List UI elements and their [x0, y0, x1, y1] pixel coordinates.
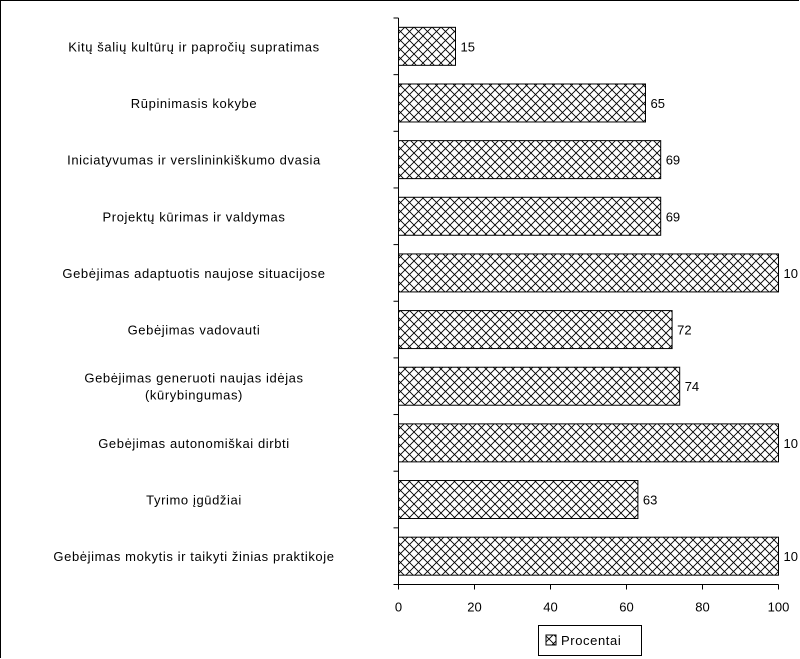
x-tick-label: 0 [395, 600, 402, 615]
value-label: 74 [685, 379, 699, 394]
bar [398, 196, 662, 236]
bars: 15 Kitų šalių kultūrų ir papročių suprati… [53, 26, 798, 576]
category-label: Gebėjimas vadovauti [128, 323, 261, 338]
x-tick-label: 40 [543, 600, 557, 615]
x-tick-label: 100 [768, 600, 790, 615]
value-label: 15 [461, 39, 475, 54]
bar [398, 26, 456, 66]
category-label: Tyrimo įgūdžiai [146, 493, 242, 508]
value-label: 65 [651, 96, 665, 111]
category-label: Rūpinimasis kokybe [131, 96, 257, 111]
value-label: 10 [784, 549, 798, 564]
category-label: Kitų šalių kultūrų ir papročių supratima… [68, 39, 319, 54]
bar [398, 366, 681, 406]
category-label: Gebėjimas generuoti naujas idėjas (kūrybi… [84, 371, 303, 403]
legend-swatch [545, 634, 557, 646]
value-label: 10 [784, 436, 798, 451]
category-label: Gebėjimas adaptuotis naujose situacijose [62, 266, 325, 281]
x-tick-label: 80 [695, 600, 709, 615]
value-label: 10 [784, 266, 798, 281]
category-label: Iniciatyvumas ir verslininkiškumo dvasia [67, 153, 321, 168]
category-label: Gebėjimas autonomiškai dirbti [98, 436, 290, 451]
bar [398, 83, 646, 123]
value-label: 63 [643, 493, 657, 508]
bar [398, 253, 779, 293]
x-tick-label: 60 [619, 600, 633, 615]
category-label: Projektų kūrimas ir valdymas [103, 209, 286, 224]
x-tick-label: 20 [467, 600, 481, 615]
bar [398, 480, 639, 520]
bar [398, 140, 662, 180]
value-label: 72 [677, 323, 691, 338]
axes: 0 20 40 60 80 100 [393, 17, 790, 615]
bar [398, 536, 779, 576]
value-label: 69 [666, 209, 680, 224]
category-label: Gebėjimas mokytis ir taikyti žinias prak… [53, 549, 334, 564]
bar [398, 423, 779, 463]
value-label: 69 [666, 153, 680, 168]
bar [398, 310, 673, 350]
legend: Procentai [538, 625, 642, 656]
legend-label: Procentai [561, 633, 621, 648]
